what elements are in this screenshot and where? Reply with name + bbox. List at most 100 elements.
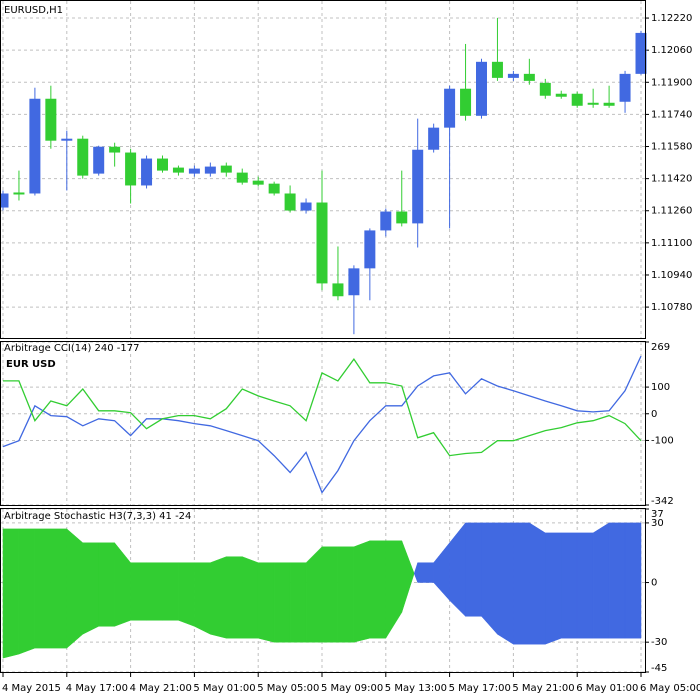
band-segment xyxy=(210,556,227,639)
band-segment xyxy=(82,542,99,635)
band-segment xyxy=(608,522,626,639)
candle-body xyxy=(172,167,184,173)
band-segment xyxy=(417,562,434,583)
indicator-title: Arbitrage CCI(14) 240 -177 xyxy=(4,343,140,354)
indicator-line xyxy=(3,357,642,457)
band-segment xyxy=(337,546,355,643)
band-segment xyxy=(2,528,20,659)
band-segment xyxy=(592,522,610,639)
band-segment xyxy=(321,546,339,643)
candle-body xyxy=(157,158,168,171)
band-segment xyxy=(273,562,291,643)
x-tick-label: 5 May 17:00 xyxy=(449,683,511,694)
x-tick-label: 6 May 01:00 xyxy=(576,683,638,694)
candle-body xyxy=(507,73,519,78)
candle-body xyxy=(603,102,615,106)
candle-body xyxy=(332,283,344,297)
band-segment xyxy=(146,562,163,621)
band-segment xyxy=(18,528,36,655)
y-tick-label: 1.11100 xyxy=(651,238,692,249)
y-tick-label: 1.10940 xyxy=(651,270,692,281)
y-tick-label: 1.12220 xyxy=(651,13,692,24)
x-tick-label: 4 May 21:00 xyxy=(130,683,192,694)
candle-body xyxy=(220,165,232,173)
band-segment xyxy=(66,528,84,649)
y-tick-label: 1.12060 xyxy=(651,45,692,56)
band-segment xyxy=(194,562,211,635)
y-tick-label: 1.11420 xyxy=(651,174,692,185)
band-segment xyxy=(529,522,546,645)
candle-body xyxy=(61,138,73,141)
x-tick-label: 5 May 21:00 xyxy=(512,683,574,694)
candle-body xyxy=(252,180,264,185)
candle-body xyxy=(45,98,57,141)
candle-body xyxy=(571,93,583,106)
candle-body xyxy=(619,73,631,102)
candle-body xyxy=(77,138,89,176)
candle-body xyxy=(348,268,360,296)
band-segment xyxy=(257,562,275,643)
candle-body xyxy=(316,202,328,284)
candle-body xyxy=(523,73,535,81)
candle-body xyxy=(635,32,647,74)
x-tick-label: 6 May 05:00 xyxy=(640,683,700,694)
band-segment xyxy=(226,556,243,639)
candle-body xyxy=(428,127,440,150)
band-segment xyxy=(545,532,562,645)
candle-body xyxy=(109,146,121,153)
y-tick-label: 1.11900 xyxy=(651,77,692,88)
band-segment xyxy=(98,542,115,627)
band-segment xyxy=(513,522,530,645)
band-segment xyxy=(50,528,68,649)
candle-body xyxy=(555,93,567,97)
candle-body xyxy=(380,211,392,231)
legend-entry: EUR xyxy=(6,359,29,370)
candle-body xyxy=(587,102,599,105)
candle-body xyxy=(491,61,503,78)
y-tick-label: 0 xyxy=(651,578,657,589)
band-segment xyxy=(178,562,195,627)
y-tick-label: -342 xyxy=(651,496,674,507)
y-tick-label: 269 xyxy=(651,342,670,353)
y-tick-label: 1.11740 xyxy=(651,109,692,120)
candle-body xyxy=(364,230,376,269)
candle-body xyxy=(268,183,280,194)
candle-body xyxy=(188,168,200,174)
x-tick-label: 4 May 17:00 xyxy=(66,683,128,694)
band-segment xyxy=(353,540,371,643)
y-tick-label: 100 xyxy=(651,382,670,393)
candle-body xyxy=(444,88,456,128)
y-tick-label: 37 xyxy=(651,509,664,520)
band-segment xyxy=(624,522,642,639)
pane-frame xyxy=(0,508,646,673)
candle-body xyxy=(476,61,487,116)
candle-body xyxy=(93,146,105,174)
x-tick-label: 5 May 13:00 xyxy=(385,683,447,694)
candle-body xyxy=(460,88,472,116)
y-tick-label: -45 xyxy=(651,663,667,674)
candle-body xyxy=(125,152,137,186)
band-segment xyxy=(401,540,415,613)
candle-body xyxy=(284,193,296,211)
candle-body xyxy=(204,166,216,174)
chart-title: EURUSD,H1 xyxy=(4,5,63,16)
band-segment xyxy=(162,562,179,621)
candle-body xyxy=(141,158,153,186)
band-segment xyxy=(497,522,514,645)
band-segment xyxy=(130,562,147,621)
x-tick-label: 4 May 2015 xyxy=(2,683,61,694)
pane-frame xyxy=(0,341,646,506)
band-segment xyxy=(305,546,323,643)
band-segment xyxy=(369,540,387,639)
band-segment xyxy=(242,556,259,639)
band-segment xyxy=(34,528,52,649)
band-segment xyxy=(481,522,498,635)
y-tick-label: 1.11580 xyxy=(651,142,692,153)
indicator-line xyxy=(2,355,642,494)
candle-body xyxy=(539,82,551,96)
x-tick-label: 5 May 01:00 xyxy=(193,683,255,694)
indicator-title: Arbitrage Stochastic H3(7,3,3) 41 -24 xyxy=(4,511,191,522)
x-tick-label: 5 May 05:00 xyxy=(257,683,319,694)
y-tick-label: -30 xyxy=(651,637,667,648)
